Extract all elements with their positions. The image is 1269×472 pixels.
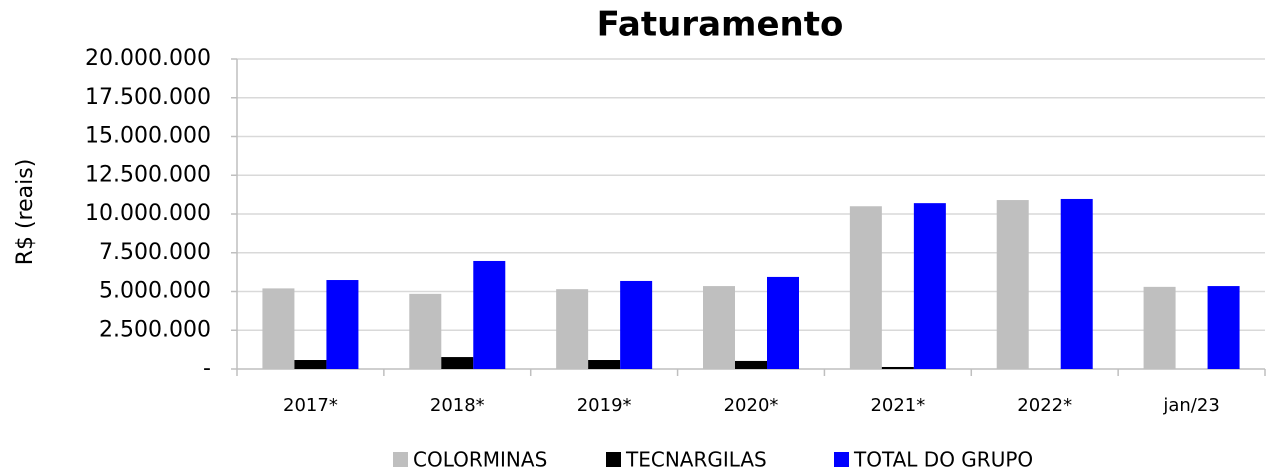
- bar: [735, 360, 767, 369]
- bar: [262, 288, 295, 369]
- y-tick-label: 2.500.000: [99, 317, 211, 342]
- y-tick-label: 7.500.000: [99, 240, 211, 265]
- legend-swatch: [393, 452, 408, 467]
- bar: [913, 203, 946, 369]
- y-tick-label: 20.000.000: [85, 46, 211, 71]
- x-tick-label: jan/23: [1162, 395, 1219, 416]
- y-tick-label: 17.500.000: [85, 85, 211, 110]
- y-tick-label: 15.000.000: [85, 124, 211, 149]
- bar: [473, 260, 506, 369]
- legend-label: COLORMINAS: [413, 448, 547, 472]
- bar: [1207, 286, 1240, 369]
- bar: [703, 286, 735, 369]
- x-tick-label: 2022*: [1017, 395, 1072, 416]
- bar: [1143, 286, 1176, 369]
- bar: [881, 366, 914, 369]
- bar: [1060, 198, 1093, 369]
- x-tick-label: 2021*: [870, 395, 925, 416]
- bar: [767, 276, 799, 369]
- bar: [849, 206, 882, 369]
- bar: [996, 200, 1029, 369]
- bar: [620, 280, 653, 369]
- legend-label: TECNARGILAS: [625, 448, 767, 472]
- bar: [326, 280, 359, 369]
- x-tick-label: 2019*: [577, 395, 632, 416]
- x-tick-label: 2020*: [724, 395, 779, 416]
- chart-title: Faturamento: [597, 5, 844, 45]
- y-tick-label: 10.000.000: [85, 201, 211, 226]
- y-tick-label: 5.000.000: [99, 279, 211, 304]
- y-tick-label: 12.500.000: [85, 162, 211, 187]
- bar: [441, 357, 474, 369]
- x-tick-label: 2018*: [430, 395, 485, 416]
- legend-swatch: [606, 452, 621, 467]
- y-tick-label: -: [203, 356, 211, 381]
- bar: [588, 360, 621, 369]
- legend-label: TOTAL DO GRUPO: [853, 448, 1033, 472]
- legend-swatch: [834, 452, 849, 467]
- bar: [294, 360, 327, 369]
- bar: [556, 289, 589, 369]
- bar: [409, 293, 442, 369]
- y-axis-label: R$ (reais): [13, 159, 38, 266]
- x-tick-label: 2017*: [283, 395, 338, 416]
